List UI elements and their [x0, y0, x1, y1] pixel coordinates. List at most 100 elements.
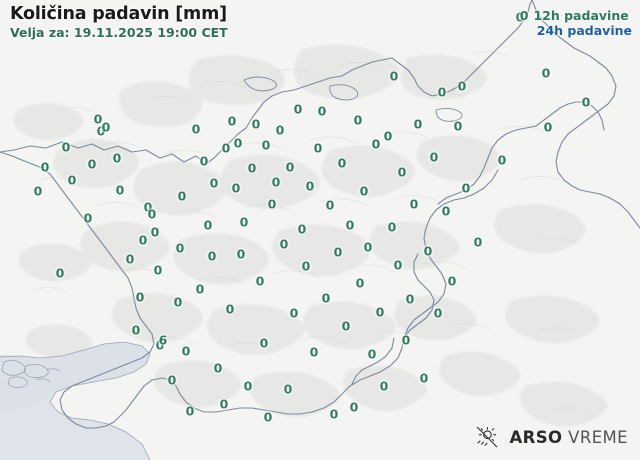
station-marker[interactable]: 0: [419, 370, 429, 386]
station-marker[interactable]: 0: [345, 217, 355, 233]
station-marker[interactable]: 0: [333, 244, 343, 260]
station-marker[interactable]: 0: [61, 139, 71, 155]
station-marker[interactable]: 0: [447, 273, 457, 289]
station-marker[interactable]: 0: [441, 203, 451, 219]
station-marker[interactable]: 0: [285, 159, 295, 175]
station-marker[interactable]: 0: [457, 78, 467, 94]
station-marker[interactable]: 0: [317, 103, 327, 119]
station-marker[interactable]: 0: [437, 84, 447, 100]
station-marker[interactable]: 0: [221, 140, 231, 156]
station-marker[interactable]: 0: [185, 403, 195, 419]
station-marker[interactable]: 0: [401, 332, 411, 348]
station-marker[interactable]: 0: [375, 304, 385, 320]
station-marker[interactable]: 0: [33, 183, 43, 199]
station-marker[interactable]: 0: [67, 172, 77, 188]
station-marker[interactable]: 0: [150, 224, 160, 240]
station-marker[interactable]: 0: [313, 140, 323, 156]
station-marker[interactable]: 0: [255, 273, 265, 289]
station-marker[interactable]: 0: [167, 372, 177, 388]
station-marker[interactable]: 0: [101, 119, 111, 135]
station-marker[interactable]: 0: [393, 257, 403, 273]
station-marker[interactable]: 0: [195, 281, 205, 297]
station-marker[interactable]: 0: [112, 150, 122, 166]
arso-vreme-brand[interactable]: ARSO VREME: [476, 426, 629, 448]
station-marker[interactable]: 0: [433, 305, 443, 321]
station-marker[interactable]: 0: [155, 337, 165, 353]
station-marker[interactable]: 0: [271, 174, 281, 190]
station-marker[interactable]: 0: [236, 246, 246, 262]
station-marker[interactable]: 0: [239, 214, 249, 230]
station-marker[interactable]: 0: [191, 121, 201, 137]
station-marker[interactable]: 0: [243, 378, 253, 394]
station-marker[interactable]: 0: [301, 258, 311, 274]
station-marker[interactable]: 0: [371, 136, 381, 152]
station-marker[interactable]: 0: [227, 113, 237, 129]
station-marker[interactable]: 0: [355, 275, 365, 291]
station-marker[interactable]: 0: [207, 248, 217, 264]
station-marker[interactable]: 0: [515, 9, 525, 25]
station-marker[interactable]: 0: [397, 164, 407, 180]
station-marker[interactable]: 0: [353, 112, 363, 128]
station-marker[interactable]: 0: [309, 344, 319, 360]
station-marker[interactable]: 0: [259, 335, 269, 351]
station-marker[interactable]: 0: [383, 128, 393, 144]
station-marker[interactable]: 0: [429, 149, 439, 165]
station-marker[interactable]: 0: [453, 118, 463, 134]
station-marker[interactable]: 0: [461, 180, 471, 196]
station-marker[interactable]: 0: [497, 152, 507, 168]
station-marker[interactable]: 0: [261, 137, 271, 153]
station-marker[interactable]: 0: [173, 294, 183, 310]
station-marker[interactable]: 0: [305, 178, 315, 194]
station-marker[interactable]: 0: [473, 234, 483, 250]
station-marker[interactable]: 0: [209, 175, 219, 191]
station-marker[interactable]: 0: [115, 182, 125, 198]
station-marker[interactable]: 0: [213, 360, 223, 376]
station-marker[interactable]: 0: [275, 122, 285, 138]
station-marker[interactable]: 0: [55, 265, 65, 281]
station-marker[interactable]: 0: [409, 196, 419, 212]
station-marker[interactable]: 0: [283, 381, 293, 397]
station-marker[interactable]: 0: [367, 346, 377, 362]
station-marker[interactable]: 6: [158, 332, 168, 348]
station-marker[interactable]: 0: [363, 239, 373, 255]
station-marker[interactable]: 0: [387, 219, 397, 235]
station-marker[interactable]: 0: [219, 396, 229, 412]
station-marker[interactable]: 0: [233, 135, 243, 151]
station-marker[interactable]: 0: [203, 217, 213, 233]
station-marker[interactable]: 0: [337, 155, 347, 171]
station-marker[interactable]: 0: [405, 291, 415, 307]
station-marker[interactable]: 0: [231, 180, 241, 196]
station-marker[interactable]: 0: [138, 232, 148, 248]
station-marker[interactable]: 0: [423, 243, 433, 259]
station-marker[interactable]: 0: [87, 156, 97, 172]
station-marker[interactable]: 0: [349, 399, 359, 415]
station-marker[interactable]: 0: [147, 206, 157, 222]
station-marker[interactable]: 0: [175, 240, 185, 256]
station-marker[interactable]: 0: [131, 322, 141, 338]
station-marker[interactable]: 0: [135, 289, 145, 305]
station-marker[interactable]: 0: [225, 301, 235, 317]
station-marker[interactable]: 0: [247, 160, 257, 176]
station-marker[interactable]: 0: [267, 196, 277, 212]
station-marker[interactable]: 0: [413, 116, 423, 132]
station-marker[interactable]: 0: [181, 343, 191, 359]
station-marker[interactable]: 0: [581, 94, 591, 110]
station-marker[interactable]: 0: [321, 290, 331, 306]
station-marker[interactable]: 0: [177, 188, 187, 204]
station-marker[interactable]: 0: [289, 305, 299, 321]
station-marker[interactable]: 0: [293, 101, 303, 117]
station-marker[interactable]: 0: [297, 221, 307, 237]
station-marker[interactable]: 0: [541, 65, 551, 81]
station-marker[interactable]: 0: [143, 199, 153, 215]
station-marker[interactable]: 0: [279, 236, 289, 252]
station-marker[interactable]: 0: [379, 378, 389, 394]
station-marker[interactable]: 0: [153, 262, 163, 278]
station-marker[interactable]: 0: [359, 183, 369, 199]
station-marker[interactable]: 0: [199, 153, 209, 169]
station-marker[interactable]: 0: [543, 119, 553, 135]
station-marker[interactable]: 0: [40, 159, 50, 175]
station-marker[interactable]: 0: [263, 409, 273, 425]
station-marker[interactable]: 0: [341, 318, 351, 334]
station-marker[interactable]: 0: [83, 210, 93, 226]
